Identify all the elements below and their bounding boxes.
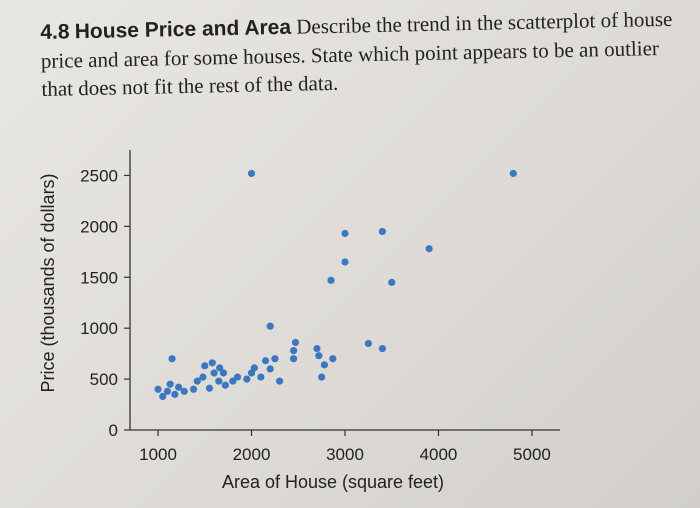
data-point [219, 369, 228, 377]
data-point [168, 355, 176, 363]
data-point [180, 387, 188, 395]
data-point [509, 169, 517, 178]
data-point [315, 352, 323, 360]
data-point [166, 380, 174, 388]
data-point [171, 390, 179, 398]
data-point [291, 338, 300, 347]
data-point [327, 276, 335, 284]
data-point [378, 227, 386, 236]
data-point [159, 392, 167, 400]
data-point [313, 344, 321, 353]
data-point [329, 355, 337, 363]
data-point [221, 381, 229, 389]
data-point [320, 361, 329, 369]
x-tick-label: 3000 [326, 445, 364, 464]
x-tick-label: 5000 [513, 445, 551, 464]
data-point [388, 278, 396, 286]
x-axis-title: Area of House (square feet) [222, 472, 444, 492]
data-point [271, 355, 279, 363]
y-tick-label: 500 [90, 370, 118, 389]
data-point [229, 377, 237, 385]
data-point [163, 387, 171, 395]
data-point [425, 245, 433, 253]
data-point [154, 385, 162, 393]
data-point [193, 377, 201, 385]
data-point [261, 357, 270, 365]
y-tick-label: 2500 [80, 166, 118, 185]
data-point [210, 369, 218, 377]
data-point [205, 384, 214, 392]
data-point [364, 339, 372, 348]
data-point [341, 229, 349, 238]
data-point [243, 375, 251, 383]
axes: 1000 2000 3000 4000 5000 0 500 1000 1500 2000 2500 [80, 150, 560, 464]
data-point [266, 322, 274, 330]
data-point [266, 365, 274, 373]
data-point [289, 346, 298, 355]
y-tick-label: 1500 [80, 268, 118, 287]
data-point [257, 373, 265, 381]
data-point [216, 364, 224, 372]
data-point [199, 373, 207, 381]
y-tick-label: 2000 [80, 217, 118, 236]
data-point [189, 385, 198, 393]
x-tick-label: 1000 [139, 445, 177, 464]
data-point [175, 383, 183, 391]
data-point [247, 169, 256, 178]
data-point [215, 377, 223, 385]
y-axis-title: Price (thousands of dollars) [38, 173, 58, 392]
data-point [233, 373, 242, 381]
data-points [154, 169, 517, 400]
data-point [208, 359, 216, 367]
x-tick-label: 2000 [233, 445, 271, 464]
y-tick-label: 1000 [80, 319, 118, 338]
x-tick-label: 4000 [420, 445, 458, 464]
data-point [201, 362, 209, 370]
data-point [341, 258, 349, 266]
data-point [275, 377, 284, 385]
data-point [289, 355, 298, 363]
y-tick-label: 0 [109, 421, 118, 440]
data-point [250, 364, 258, 372]
data-point [318, 373, 326, 381]
data-point [378, 344, 386, 353]
